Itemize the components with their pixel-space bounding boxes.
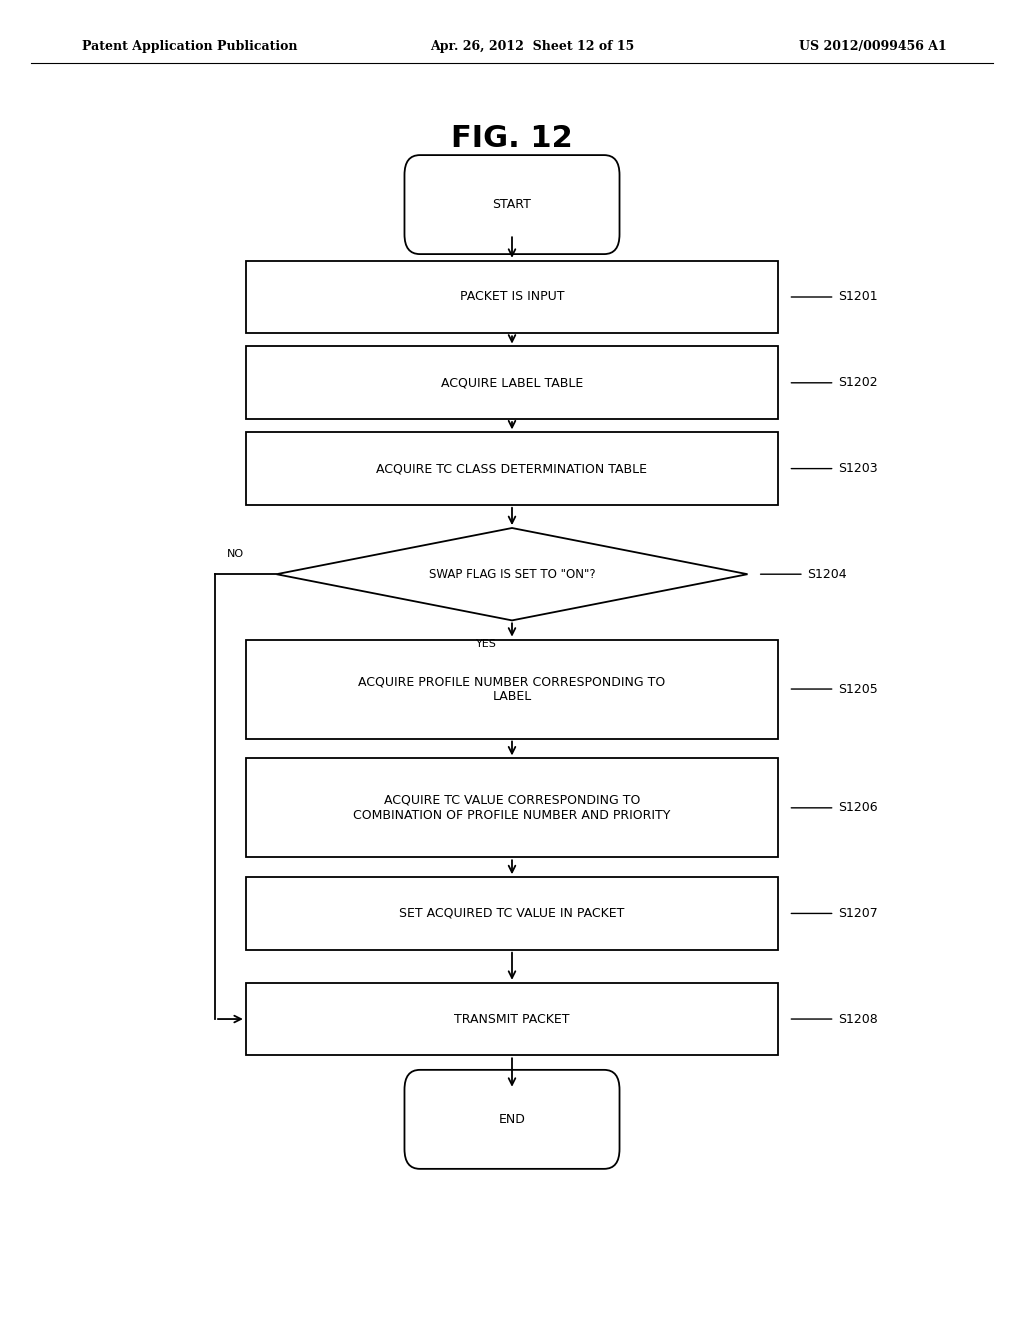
FancyBboxPatch shape bbox=[246, 878, 778, 950]
Text: Apr. 26, 2012  Sheet 12 of 15: Apr. 26, 2012 Sheet 12 of 15 bbox=[430, 40, 634, 53]
Text: S1208: S1208 bbox=[838, 1012, 878, 1026]
Text: END: END bbox=[499, 1113, 525, 1126]
Text: S1203: S1203 bbox=[838, 462, 878, 475]
FancyBboxPatch shape bbox=[404, 1069, 620, 1170]
Text: ACQUIRE PROFILE NUMBER CORRESPONDING TO
LABEL: ACQUIRE PROFILE NUMBER CORRESPONDING TO … bbox=[358, 675, 666, 704]
Text: SWAP FLAG IS SET TO "ON"?: SWAP FLAG IS SET TO "ON"? bbox=[429, 568, 595, 581]
Text: S1201: S1201 bbox=[838, 290, 878, 304]
Text: ACQUIRE TC CLASS DETERMINATION TABLE: ACQUIRE TC CLASS DETERMINATION TABLE bbox=[377, 462, 647, 475]
FancyBboxPatch shape bbox=[246, 260, 778, 333]
FancyBboxPatch shape bbox=[246, 346, 778, 420]
Text: S1202: S1202 bbox=[838, 376, 878, 389]
Polygon shape bbox=[276, 528, 748, 620]
FancyBboxPatch shape bbox=[246, 758, 778, 858]
Text: ACQUIRE TC VALUE CORRESPONDING TO
COMBINATION OF PROFILE NUMBER AND PRIORITY: ACQUIRE TC VALUE CORRESPONDING TO COMBIN… bbox=[353, 793, 671, 822]
Text: PACKET IS INPUT: PACKET IS INPUT bbox=[460, 290, 564, 304]
Text: SET ACQUIRED TC VALUE IN PACKET: SET ACQUIRED TC VALUE IN PACKET bbox=[399, 907, 625, 920]
Text: FIG. 12: FIG. 12 bbox=[452, 124, 572, 153]
Text: S1204: S1204 bbox=[807, 568, 847, 581]
Text: S1206: S1206 bbox=[838, 801, 878, 814]
Text: ACQUIRE LABEL TABLE: ACQUIRE LABEL TABLE bbox=[441, 376, 583, 389]
FancyBboxPatch shape bbox=[246, 982, 778, 1056]
FancyBboxPatch shape bbox=[246, 432, 778, 504]
Text: US 2012/0099456 A1: US 2012/0099456 A1 bbox=[799, 40, 946, 53]
Text: TRANSMIT PACKET: TRANSMIT PACKET bbox=[455, 1012, 569, 1026]
Text: S1207: S1207 bbox=[838, 907, 878, 920]
FancyBboxPatch shape bbox=[404, 156, 620, 253]
Text: Patent Application Publication: Patent Application Publication bbox=[82, 40, 297, 53]
Text: NO: NO bbox=[227, 549, 244, 560]
FancyBboxPatch shape bbox=[246, 640, 778, 739]
Text: START: START bbox=[493, 198, 531, 211]
Text: YES: YES bbox=[476, 639, 497, 649]
Text: S1205: S1205 bbox=[838, 682, 878, 696]
